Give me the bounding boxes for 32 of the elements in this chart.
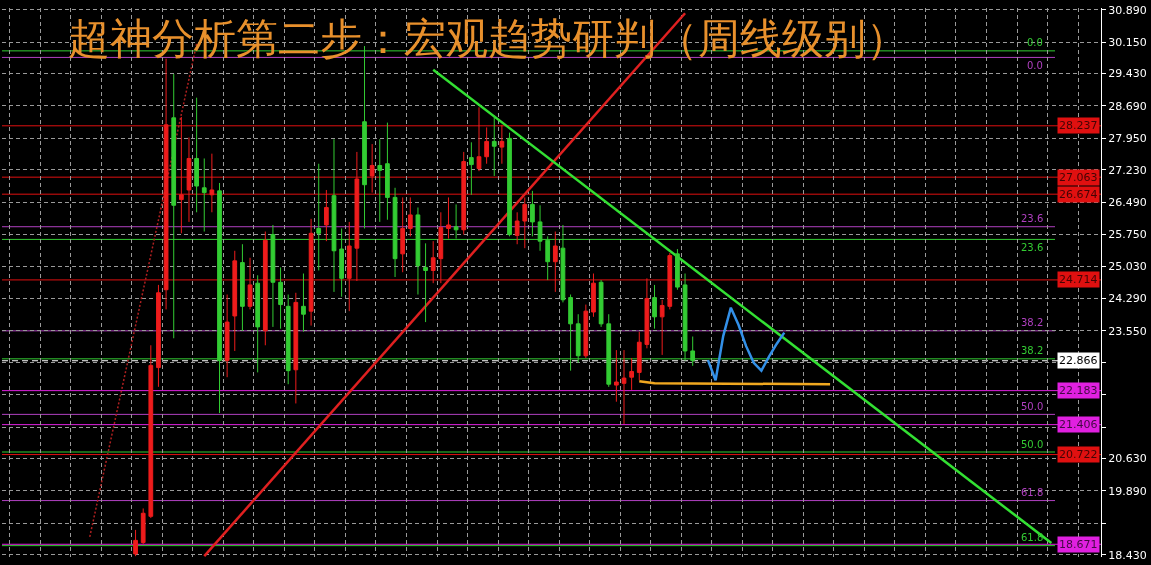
- y-tick-label: 25.750: [1108, 228, 1147, 242]
- annotation: 23.6: [1021, 242, 1044, 253]
- y-tick-label: 24.290: [1108, 292, 1147, 306]
- annotation: 0.0: [1027, 60, 1043, 71]
- ref-line-label: 27.063: [1059, 171, 1098, 184]
- annotation: 38.2: [1021, 317, 1044, 328]
- y-tick-label: 26.490: [1108, 196, 1147, 210]
- annotation: 50.0: [1021, 439, 1044, 450]
- ref-line-label: 28.237: [1059, 119, 1098, 132]
- ref-line-label: 22.183: [1059, 384, 1098, 397]
- y-tick-label: 19.890: [1108, 484, 1147, 498]
- y-tick-label: 30.890: [1108, 3, 1147, 17]
- y-tick-label: 27.230: [1108, 163, 1147, 177]
- y-tick-label: 18.430: [1108, 548, 1147, 562]
- annotation: 38.2: [1021, 345, 1044, 356]
- annotation: 61.8: [1021, 532, 1044, 543]
- ref-line-label: 22.866: [1059, 354, 1098, 367]
- ref-line-label: 24.714: [1059, 273, 1098, 286]
- annotation: 50.0: [1021, 401, 1044, 412]
- annotation: 61.8: [1021, 487, 1044, 498]
- y-tick-label: 23.550: [1108, 324, 1147, 338]
- y-tick-label: 20.630: [1108, 452, 1147, 466]
- y-tick-label: 28.690: [1108, 99, 1147, 113]
- ref-line-label: 26.674: [1059, 188, 1098, 201]
- ref-line-label: 18.671: [1059, 538, 1098, 551]
- annotation: 23.6: [1021, 213, 1044, 224]
- ref-line-label: 20.722: [1059, 448, 1098, 461]
- y-tick-label: 30.150: [1108, 35, 1147, 49]
- ref-line-label: 21.406: [1059, 418, 1098, 431]
- y-tick-label: 29.430: [1108, 67, 1147, 81]
- y-tick-label: 25.030: [1108, 259, 1147, 273]
- y-tick-label: 27.950: [1108, 132, 1147, 146]
